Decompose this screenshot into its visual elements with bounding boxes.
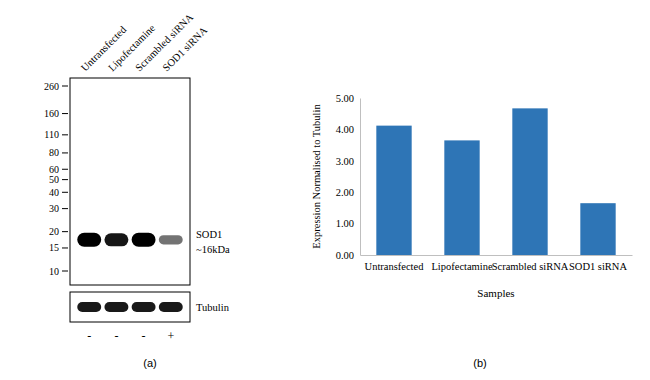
treatment-label: + [167,329,174,343]
sod1-band [132,233,156,247]
y-tick-label: 2.00 [336,187,354,198]
x-tick: SOD1 siRNA [569,255,627,272]
marker-tick [62,231,68,232]
y-tick: 4.00 [336,124,360,135]
x-tick: Lipofectamine [431,255,493,272]
lane-label: Untransfected [79,23,129,73]
marker-label: 110 [44,129,59,140]
x-tick: Scrambled siRNA [492,255,569,272]
y-tick-label: 1.00 [336,218,354,229]
panel-label: (b) [473,357,486,369]
sod1-band [159,235,183,244]
marker-tick [62,113,68,114]
y-tick-label: 4.00 [336,124,354,135]
blot-panel: UntransfectedLipofectamineScrambled siRN… [44,11,230,343]
y-tick: 2.00 [336,187,360,198]
marker-tick [62,208,68,209]
marker-tick [62,134,68,135]
y-axis: 0.00 1.00 2.00 3.00 4.00 5.00 [336,93,361,261]
x-tick-label: Untransfected [365,261,425,272]
bar [444,140,479,255]
y-tick: 0.00 [336,250,360,261]
treatment-label: - [142,329,146,343]
sod1-band [104,233,128,246]
y-axis-line [360,99,361,256]
y-axis-title: Expression Normalised to Tubulin [311,104,322,249]
lane-label: SOD1 siRNA [160,24,209,73]
marker-label: 40 [49,187,59,198]
figure: UntransfectedLipofectamineScrambled siRN… [0,0,650,380]
blot-frame [70,78,190,285]
tubulin-band [77,302,101,312]
panel-label: (a) [143,357,156,369]
marker-tick [62,271,68,272]
x-tick: Untransfected [365,255,425,272]
marker-label: 20 [49,226,59,237]
x-axis-line [361,255,633,256]
x-tick-label: Scrambled siRNA [492,261,569,272]
marker-tick [62,247,68,248]
bar [580,203,615,255]
y-tick: 3.00 [336,156,360,167]
marker-tick [62,86,68,87]
marker-label: 30 [49,203,59,214]
tubulin-band [104,302,128,312]
tubulin-band [132,302,156,312]
treatment-label: - [87,329,91,343]
marker-label: 260 [44,81,59,92]
treatment-label: - [114,329,118,343]
x-axis: Untransfected LipofectamineScrambled siRN… [361,255,633,272]
marker-tick [62,169,68,170]
marker-label: 80 [49,147,59,158]
y-tick: 5.00 [336,93,360,104]
marker-label: 10 [49,266,59,277]
y-tick: 1.00 [336,218,360,229]
bar [512,108,547,255]
marker-tick [62,152,68,153]
band-label: ~16kDa [196,244,230,255]
marker-label: 60 [49,164,59,175]
marker-tick [62,179,68,180]
bar [376,126,411,255]
tubulin-frame [70,292,190,322]
y-tick-label: 0.00 [336,250,354,261]
chart-panel: 0.00 1.00 2.00 3.00 4.00 5.00 Untransfected Lip… [311,93,633,299]
marker-tick [62,192,68,193]
lane-label: Lipofectamine [106,22,157,73]
x-tick-label: SOD1 siRNA [569,261,627,272]
x-axis-title: Samples [477,287,514,299]
band-label: SOD1 [196,229,222,240]
tubulin-band [159,302,183,312]
marker-label: 15 [49,242,59,253]
y-tick-label: 5.00 [336,93,354,104]
marker-label: 50 [49,174,59,185]
loading-control-label: Tubulin [196,302,230,313]
sod1-band [77,233,101,247]
x-tick-label: Lipofectamine [431,261,493,272]
y-tick-label: 3.00 [336,156,354,167]
bars [376,108,615,255]
marker-label: 160 [44,108,59,119]
